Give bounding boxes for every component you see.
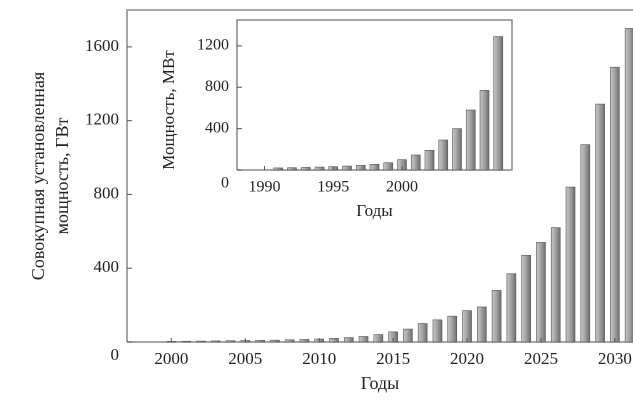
bar [565,186,576,343]
bar [477,306,487,343]
x-tick-label: 2015 [376,349,410,368]
x-axis-label: Годы [356,201,393,220]
bar [452,128,462,171]
bar [491,290,502,343]
bar [284,339,295,343]
bar [196,340,206,343]
y-axis-label: Совокупная установленная [28,72,48,280]
bar [438,139,449,171]
y-tick-label: 1600 [85,36,119,55]
bar [403,328,413,343]
y-tick-label: 0 [111,345,120,364]
x-tick-label: 2020 [450,349,484,368]
y-axis-label: Мощность, МВт [159,50,178,170]
bar [329,338,339,343]
x-tick-label: 2005 [228,349,262,368]
bar [225,340,236,343]
bar [410,154,421,171]
bar [342,165,352,171]
bar [314,166,325,171]
bar [465,109,476,171]
bar [424,150,435,171]
bar [287,167,297,171]
bar [462,310,472,343]
x-tick-label: 2000 [386,179,418,196]
x-tick-label: 2025 [524,349,558,368]
bar [479,90,490,171]
bar [536,242,546,343]
bar [358,336,369,343]
x-axis-label: Годы [361,373,400,393]
bar [369,164,380,171]
bar [255,340,265,343]
x-tick-label: 2030 [598,349,632,368]
bar [355,165,366,171]
bar [506,273,517,343]
bar [550,227,561,343]
bar [210,340,221,343]
x-tick-label: 2010 [302,349,336,368]
x-tick-label: 1990 [249,179,281,196]
bar [595,103,605,343]
bar [610,66,620,343]
bar [580,144,591,343]
bar [299,339,310,343]
y-tick-label: 800 [205,78,229,95]
bar [300,167,311,171]
bar [273,167,284,171]
bar [432,319,443,343]
bar [373,334,384,343]
y-tick-label: 1200 [197,37,229,54]
bar [417,323,428,343]
bar [624,28,633,343]
y-tick-label: 400 [205,119,229,136]
y-tick-label: 0 [221,175,229,192]
bar [343,337,354,343]
bar [181,340,191,343]
bar [447,315,458,343]
bar [383,162,394,171]
bar [521,255,531,343]
y-tick-label: 400 [94,257,120,276]
x-tick-label: 2000 [154,349,188,368]
y-axis-label: мощность, ГВт [52,118,72,235]
bar [493,36,504,171]
x-tick-label: 1995 [317,179,349,196]
y-tick-label: 1200 [85,110,119,129]
y-tick-label: 800 [94,183,120,202]
bar [270,339,280,343]
